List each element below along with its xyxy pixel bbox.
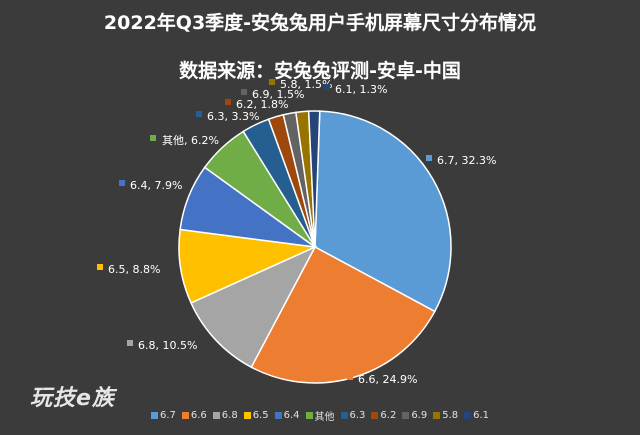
data-label-swatch-9	[241, 89, 247, 95]
legend-item-5: 6.4	[274, 408, 300, 423]
legend-swatch	[212, 412, 220, 419]
legend-item-3: 6.8	[212, 408, 238, 423]
legend-swatch	[402, 412, 410, 419]
data-label-5: 6.4, 7.9%	[130, 179, 182, 192]
data-label-swatch-11	[324, 84, 330, 90]
data-label-swatch-1	[426, 155, 432, 161]
legend-swatch	[433, 412, 441, 419]
chart-subtitle: 数据来源：安兔兔评测-安卓-中国	[179, 60, 461, 82]
legend-swatch	[274, 412, 282, 419]
legend-swatch	[464, 412, 472, 419]
legend-swatch	[150, 412, 158, 419]
legend-item-6: 其他	[305, 408, 335, 423]
data-label-2: 6.6, 24.9%	[358, 373, 417, 386]
data-label-3: 6.8, 10.5%	[138, 339, 197, 352]
data-label-9: 6.9, 1.5%	[252, 88, 304, 101]
legend-swatch	[340, 412, 348, 419]
legend-label: 6.5	[252, 410, 269, 421]
data-label-swatch-8	[225, 99, 231, 105]
data-label-6: 其他, 6.2%	[162, 134, 219, 147]
data-label-swatch-3	[127, 340, 133, 346]
data-label-8: 6.2, 1.8%	[236, 98, 288, 111]
data-label-11: 6.1, 1.3%	[335, 83, 387, 96]
legend-item-9: 6.9	[402, 408, 427, 423]
legend-item-1: 6.7	[150, 408, 176, 423]
data-label-swatch-7	[196, 111, 202, 117]
legend-label: 6.7	[159, 410, 176, 421]
chart-legend: 6.7 6.6 6.8 6.5 6.4 其他 6.3 6.2 6.9 5.8 6.1	[0, 408, 640, 423]
data-label-swatch-5	[119, 180, 125, 186]
legend-item-11: 6.1	[464, 408, 489, 423]
pie-slice-11	[307, 110, 321, 248]
legend-label: 6.9	[411, 410, 428, 421]
data-label-1: 6.7, 32.3%	[437, 154, 496, 167]
legend-label: 5.8	[442, 410, 459, 421]
data-label-swatch-6	[150, 135, 156, 141]
legend-label: 6.8	[221, 410, 238, 421]
legend-swatch	[181, 412, 189, 419]
data-label-4: 6.5, 8.8%	[108, 263, 160, 276]
legend-item-4: 6.5	[243, 408, 269, 423]
chart-title: 2022年Q3季度-安兔兔用户手机屏幕尺寸分布情况	[103, 12, 537, 34]
legend-label: 其他	[314, 412, 335, 423]
legend-label: 6.3	[349, 410, 366, 421]
legend-swatch	[243, 412, 251, 419]
legend-label: 6.2	[380, 410, 397, 421]
data-label-swatch-2	[347, 374, 353, 380]
legend-swatch	[371, 412, 379, 419]
data-label-7: 6.3, 3.3%	[207, 110, 259, 123]
legend-label: 6.6	[190, 410, 207, 421]
legend-item-2: 6.6	[181, 408, 207, 423]
legend-label: 6.4	[283, 410, 300, 421]
data-label-swatch-4	[97, 264, 103, 270]
legend-item-10: 5.8	[433, 408, 458, 423]
data-label-10: 5.8, 1.5%	[280, 78, 332, 91]
legend-item-7: 6.3	[340, 408, 366, 423]
legend-swatch	[305, 412, 313, 419]
pie-slice-3	[190, 245, 317, 369]
legend-item-8: 6.2	[371, 408, 396, 423]
pie-slice-1	[314, 110, 452, 313]
watermark-logo: 玩技e族	[30, 386, 115, 411]
legend-label: 6.1	[473, 410, 490, 421]
data-label-swatch-10	[269, 79, 275, 85]
